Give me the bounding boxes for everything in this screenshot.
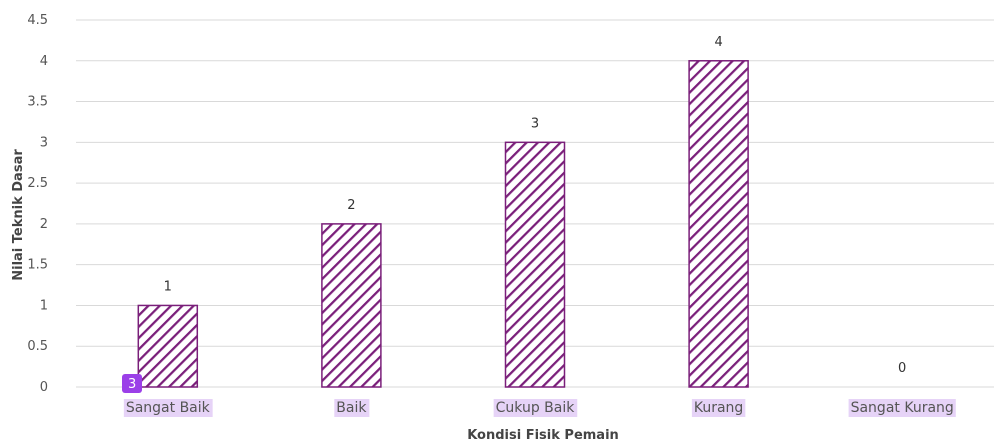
x-tick-category: Baik [334,399,370,417]
x-axis-title: Kondisi Fisik Pemain [467,428,619,443]
x-tick-highlight [334,399,370,417]
x-tick-label: Sangat Baik [126,400,211,416]
y-tick-label: 0.5 [27,339,48,354]
y-tick-label: 1 [40,298,48,313]
x-tick-category: Sangat Kurang [848,399,956,417]
x-tick-category: Sangat Baik [123,399,213,417]
y-axis-ticks: 0 0.5 1 1.5 2 2.5 3 3.5 4 4.5 [27,13,48,395]
x-tick-label: Cukup Baik [496,400,576,416]
count-badge-label: 3 [128,377,136,392]
bar[interactable] [504,141,566,388]
y-tick-label: 0 [40,380,48,395]
x-tick-category: Cukup Baik [493,399,578,417]
y-tick-label: 3.5 [27,95,48,110]
x-tick-highlight [691,399,746,417]
x-tick-label: Kurang [694,400,743,416]
x-tick-category: Kurang [691,399,746,417]
data-label: 4 [714,35,722,50]
bar[interactable] [137,304,199,388]
x-tick-highlight [848,399,956,417]
x-tick-label: Sangat Kurang [851,400,954,416]
x-tick-label: Baik [336,400,367,416]
data-label: 0 [898,361,906,376]
data-label: 2 [347,198,355,213]
bar[interactable] [321,223,382,388]
y-tick-label: 3 [40,135,48,150]
count-badge[interactable]: 3 [122,374,142,393]
x-tick-highlight [123,399,213,417]
y-tick-label: 1.5 [27,258,48,273]
x-tick-highlight [493,399,578,417]
x-axis-categories: Sangat Baik Baik Cukup Baik Kurang Sangat Ku… [123,399,956,417]
data-labels: 1 2 3 4 0 [164,35,907,376]
data-label: 1 [164,279,172,294]
bars [137,60,749,388]
data-label: 3 [531,116,539,131]
y-tick-label: 2.5 [27,176,48,191]
y-tick-label: 4 [40,54,48,69]
bar[interactable] [688,60,749,388]
y-axis-title: Nilai Teknik Dasar [11,149,26,281]
y-tick-label: 2 [40,217,48,232]
y-tick-label: 4.5 [27,13,48,28]
